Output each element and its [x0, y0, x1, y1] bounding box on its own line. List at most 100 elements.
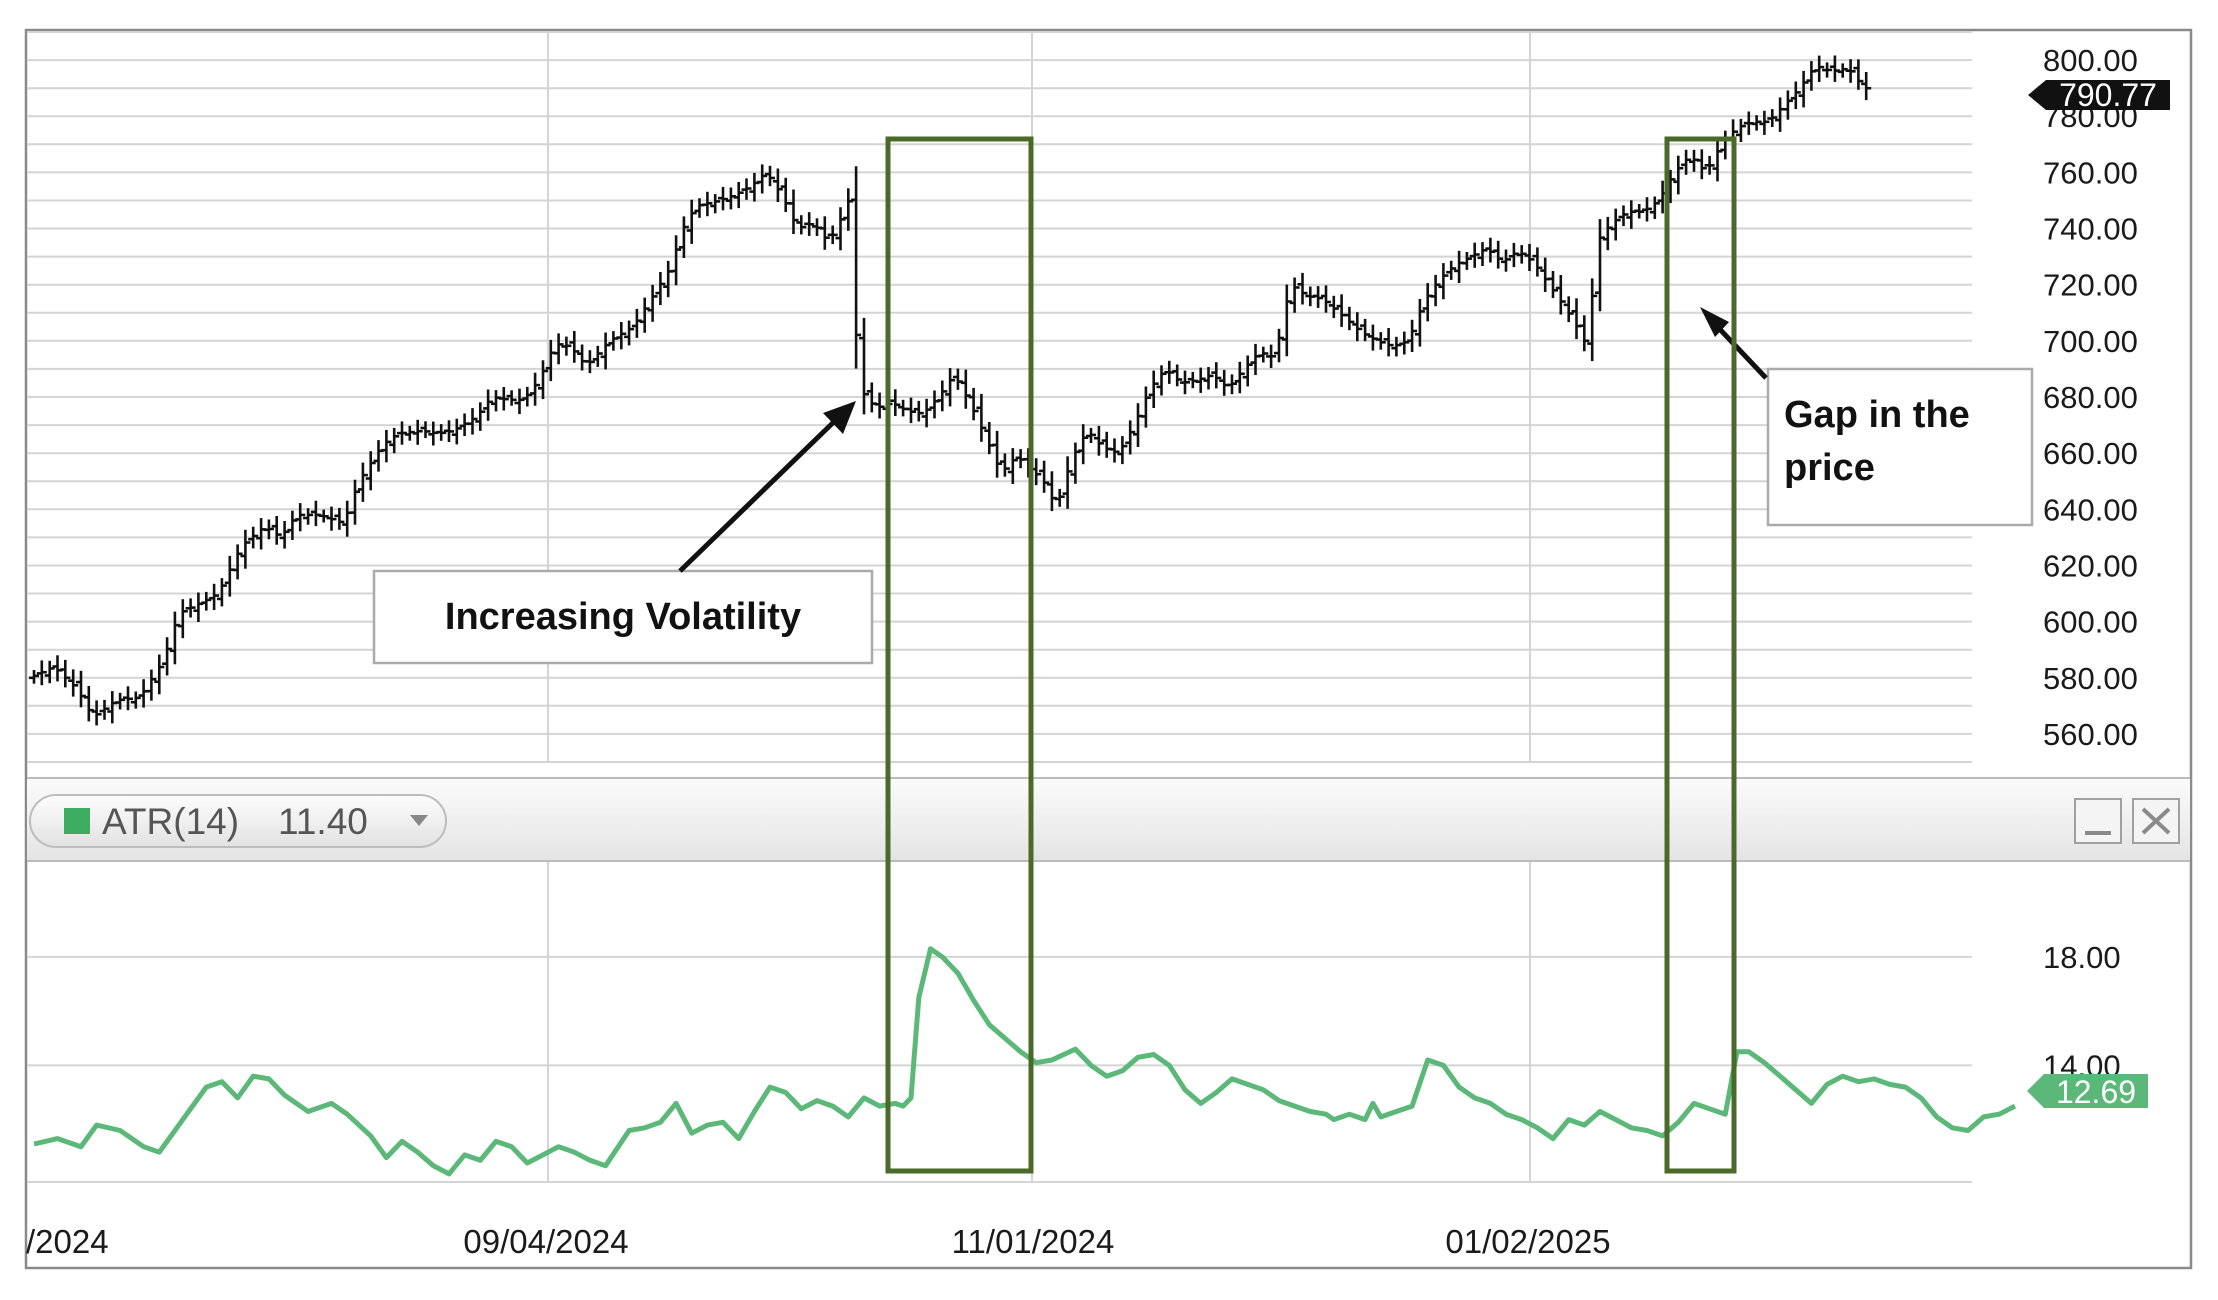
- last-price-badge-shape: [2028, 80, 2170, 110]
- price-bar: [1328, 295, 1339, 319]
- price-bar: [1618, 205, 1629, 227]
- price-bar: [1093, 425, 1104, 456]
- price-bar: [1555, 275, 1566, 315]
- price-bar: [1391, 336, 1402, 357]
- price-axis-tick: 720.00: [2043, 268, 2138, 303]
- minimize-button[interactable]: [2074, 798, 2122, 844]
- price-bar: [890, 389, 901, 416]
- price-bar: [757, 164, 768, 194]
- annotation-arrowhead: [823, 401, 856, 434]
- price-bar: [91, 700, 102, 726]
- price-bar: [592, 345, 603, 367]
- price-bar: [389, 427, 400, 454]
- atr-grid: [27, 955, 1972, 1183]
- price-bar: [1321, 285, 1331, 313]
- price-bar: [240, 529, 251, 569]
- price-bar: [976, 393, 987, 442]
- price-bar: [1117, 436, 1128, 465]
- price-bar: [1313, 286, 1324, 308]
- price-bar: [397, 421, 407, 445]
- price-bar: [1227, 374, 1237, 395]
- price-axis-ticks: 560.00 580.00 600.00 620.00 640.00 660.00 680.…: [2043, 43, 2138, 752]
- price-bar: [177, 599, 188, 639]
- price-bar: [99, 699, 110, 720]
- annotation-text-line1: Gap in the: [1784, 394, 1970, 436]
- price-bar: [1532, 247, 1543, 277]
- price-bar: [616, 322, 627, 350]
- price-bar: [1759, 110, 1770, 135]
- price-bar: [1673, 155, 1684, 195]
- price-bar: [1861, 72, 1872, 101]
- pill-background[interactable]: [29, 794, 447, 848]
- price-bar: [1430, 274, 1441, 307]
- price-bar: [1383, 328, 1394, 357]
- price-bar: [819, 216, 830, 250]
- price-bar: [1180, 370, 1190, 395]
- price-bar: [83, 686, 94, 722]
- price-bar: [1642, 197, 1652, 222]
- price-bar: [1086, 427, 1096, 443]
- price-bar: [600, 332, 611, 370]
- close-icon[interactable]: [2141, 807, 2171, 835]
- price-bar: [326, 506, 337, 531]
- price-bar: [1242, 355, 1253, 387]
- price-bar: [1516, 245, 1527, 264]
- price-bar: [1438, 263, 1449, 300]
- price-bar: [248, 526, 259, 549]
- price-bar: [1563, 296, 1574, 323]
- price-bar: [1782, 90, 1793, 120]
- dropdown-arrow-icon[interactable]: [410, 815, 428, 826]
- price-bar: [350, 479, 360, 525]
- price-bar: [1524, 243, 1535, 271]
- price-bar: [945, 368, 956, 407]
- price-bar: [1493, 240, 1504, 269]
- price-bar: [483, 389, 494, 421]
- price-bar: [960, 369, 971, 409]
- price-bar: [1696, 149, 1707, 180]
- price-bar: [733, 182, 744, 209]
- price-bar: [357, 462, 368, 502]
- annotation-increasing-volatility: Increasing Volatility: [372, 401, 874, 665]
- last-price-label: 790.77: [2059, 77, 2157, 113]
- price-bar: [1344, 306, 1355, 331]
- price-axis-tick: 600.00: [2043, 605, 2138, 640]
- last-atr-label: 12.69: [2056, 1074, 2136, 1110]
- last-atr-badge-shape: [2027, 1074, 2148, 1108]
- price-bars: [29, 55, 1872, 726]
- atr-indicator-pill[interactable]: ATR(14) 11.40: [29, 794, 447, 848]
- price-bar: [1477, 242, 1488, 266]
- price-bar: [999, 453, 1010, 477]
- price-bar: [1446, 260, 1457, 280]
- price-bar: [1281, 284, 1292, 357]
- price-bar: [475, 402, 486, 431]
- price-bar: [201, 591, 212, 611]
- close-button[interactable]: [2132, 798, 2180, 844]
- price-bar: [506, 390, 517, 406]
- price-bar: [741, 178, 752, 200]
- price-bar: [1587, 278, 1598, 362]
- price-bar: [796, 215, 807, 235]
- price-axis-tick: 680.00: [2043, 380, 2138, 415]
- price-bar: [334, 507, 345, 530]
- x-axis-date-label: 01/02/2025: [1445, 1223, 1610, 1260]
- price-bar: [1258, 346, 1269, 363]
- price-bar: [686, 199, 697, 244]
- price-bar: [467, 408, 478, 435]
- price-bar: [412, 419, 423, 445]
- price-bar: [279, 521, 290, 549]
- price-bar: [1634, 204, 1645, 219]
- price-bar: [561, 336, 572, 356]
- annotation-text-line2: price: [1784, 447, 1875, 489]
- price-bar: [1109, 438, 1120, 463]
- price-bar: [624, 320, 635, 346]
- price-axis-tick: 580.00: [2043, 661, 2138, 696]
- price-bar: [444, 420, 454, 442]
- annotation-arrowhead: [1700, 307, 1729, 337]
- price-bar: [1790, 81, 1801, 110]
- atr-legend-value: 11.40: [278, 801, 368, 842]
- minimize-button-frame[interactable]: [2074, 798, 2122, 844]
- atr-line: [33, 946, 2017, 1177]
- x-axis-date-label: 11/01/2024: [952, 1223, 1115, 1260]
- price-axis-tick: 560.00: [2043, 717, 2138, 752]
